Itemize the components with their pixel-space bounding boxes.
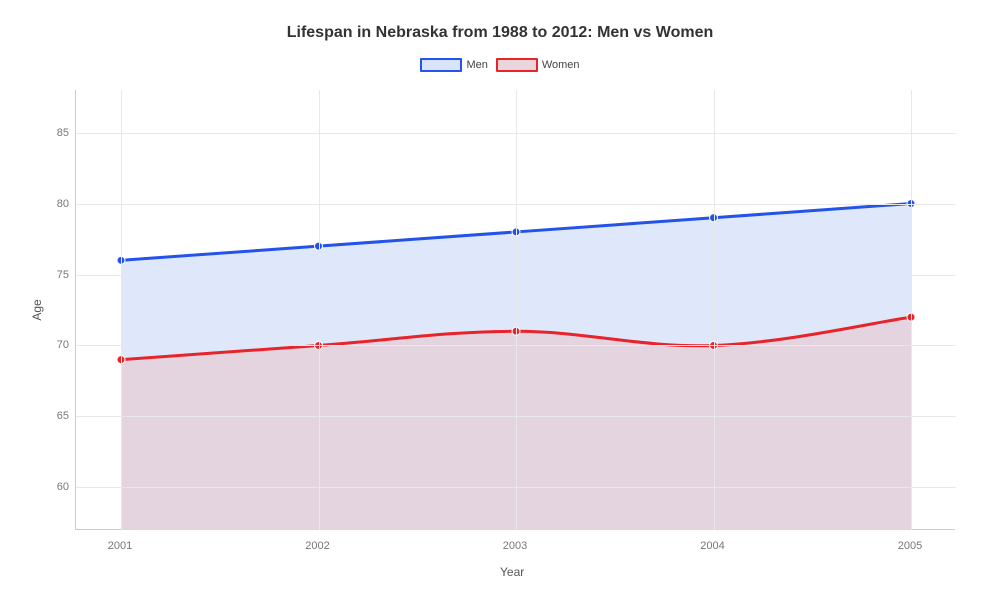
y-axis-label: Age <box>30 299 44 320</box>
legend-item[interactable]: Women <box>496 58 580 72</box>
x-tick-label: 2003 <box>503 540 527 552</box>
grid-line-v <box>121 90 122 530</box>
legend: Men Women <box>0 58 1000 72</box>
legend-label: Women <box>542 59 580 71</box>
x-tick-label: 2002 <box>305 540 329 552</box>
legend-swatch <box>420 58 462 72</box>
y-tick-label: 70 <box>47 339 69 351</box>
plot-area <box>75 90 955 530</box>
grid-line-v <box>911 90 912 530</box>
chart-container: Lifespan in Nebraska from 1988 to 2012: … <box>0 0 1000 600</box>
grid-line-v <box>319 90 320 530</box>
x-tick-label: 2001 <box>108 540 132 552</box>
legend-label: Men <box>466 59 487 71</box>
x-axis-label: Year <box>500 565 524 579</box>
grid-line-v <box>516 90 517 530</box>
x-tick-label: 2004 <box>700 540 724 552</box>
y-tick-label: 75 <box>47 269 69 281</box>
y-tick-label: 80 <box>47 198 69 210</box>
grid-line-v <box>714 90 715 530</box>
legend-item[interactable]: Men <box>420 58 487 72</box>
y-tick-label: 85 <box>47 127 69 139</box>
y-tick-label: 65 <box>47 410 69 422</box>
x-tick-label: 2005 <box>898 540 922 552</box>
y-tick-label: 60 <box>47 481 69 493</box>
legend-swatch <box>496 58 538 72</box>
chart-title: Lifespan in Nebraska from 1988 to 2012: … <box>0 24 1000 42</box>
